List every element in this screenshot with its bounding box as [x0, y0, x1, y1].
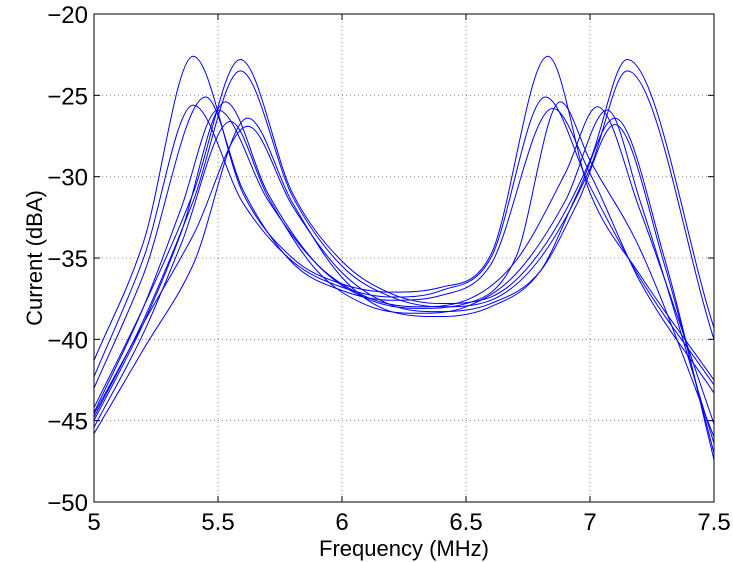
ticks [93, 13, 715, 503]
series-line-8 [93, 109, 715, 444]
y-tick-label: −25 [47, 83, 88, 110]
y-tick-label: −40 [47, 327, 88, 354]
x-tick-label: 6 [335, 509, 348, 536]
series-line-1 [93, 55, 715, 381]
x-axis-label: Frequency (MHz) [319, 536, 489, 561]
y-tick-label: −45 [47, 409, 88, 436]
series-line-7 [93, 101, 715, 438]
y-tick-label: −50 [47, 490, 88, 517]
x-tick-label: 5.5 [201, 509, 234, 536]
series-line-3 [93, 96, 715, 394]
x-tick-label: 7 [583, 509, 596, 536]
x-tick-label: 6.5 [449, 509, 482, 536]
x-tick-label: 5 [87, 509, 100, 536]
x-tick-label: 7.5 [697, 509, 730, 536]
series-line-9 [93, 117, 715, 460]
series-line-5 [93, 70, 715, 418]
y-tick-label: −35 [47, 246, 88, 273]
series-line-2 [93, 96, 715, 386]
series-layer [93, 55, 715, 460]
y-tick-label: −30 [47, 165, 88, 192]
y-tick-label: −20 [47, 2, 88, 29]
tick-labels: 5 5.5 6 6.5 7 7.5 −20 −25 −30 −35 −40 −45 −50 [47, 2, 730, 536]
series-line-10 [93, 124, 715, 454]
y-axis-label: Current (dBA) [22, 190, 47, 326]
